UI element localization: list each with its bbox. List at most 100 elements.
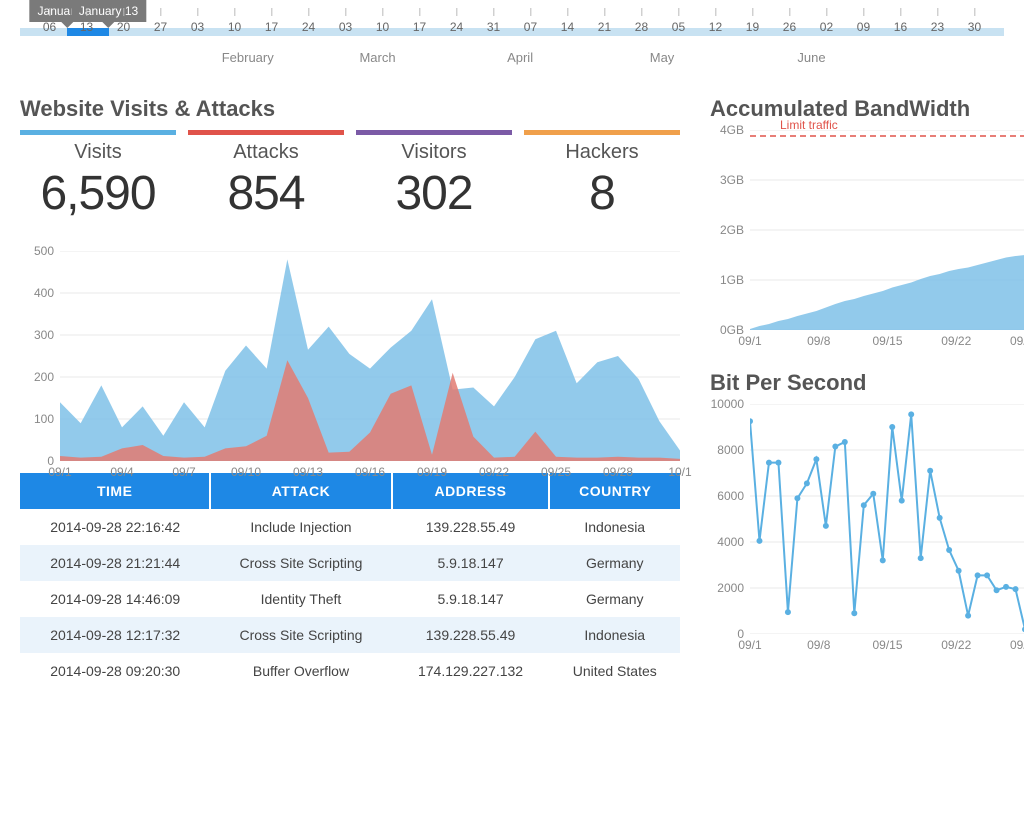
timeline-day: 03 — [339, 20, 352, 34]
y-tick: 500 — [34, 244, 60, 258]
x-tick: 09/22 — [479, 461, 509, 479]
y-tick: 6000 — [717, 489, 750, 503]
stat-visitors: Visitors302 — [356, 130, 512, 221]
area-visits — [60, 259, 680, 461]
cell: United States — [549, 653, 680, 689]
timeline-day: 20 — [117, 20, 130, 34]
cell: Cross Site Scripting — [210, 545, 391, 581]
y-tick: 2000 — [717, 581, 750, 595]
x-tick: 09/15 — [872, 330, 902, 348]
table-row: 2014-09-28 22:16:42Include Injection139.… — [20, 509, 680, 545]
x-tick: 09/29 — [1010, 634, 1024, 652]
cell: Indonesia — [549, 617, 680, 653]
y-tick: 2GB — [720, 223, 750, 237]
y-tick: 1GB — [720, 273, 750, 287]
x-tick: 09/1 — [48, 461, 71, 479]
timeline-day: 26 — [783, 20, 796, 34]
timeline-day: 10 — [376, 20, 389, 34]
stat-attacks: Attacks854 — [188, 130, 344, 221]
timeline-day: 31 — [487, 20, 500, 34]
timeline-day: 24 — [302, 20, 315, 34]
bps-section: Bit Per Second 020004000600080001000009/… — [710, 370, 1020, 634]
y-tick: 100 — [34, 412, 60, 426]
timeline-day: 03 — [191, 20, 204, 34]
cell: 2014-09-28 14:46:09 — [20, 581, 210, 617]
cell: Germany — [549, 545, 680, 581]
timeline-month: February — [222, 50, 274, 65]
table-row: 2014-09-28 14:46:09Identity Theft5.9.18.… — [20, 581, 680, 617]
x-tick: 09/28 — [603, 461, 633, 479]
x-tick: 09/22 — [941, 634, 971, 652]
x-tick: 09/7 — [172, 461, 195, 479]
timeline-handle-end[interactable]: January 13 — [71, 0, 146, 22]
cell: 139.228.55.49 — [392, 509, 550, 545]
cell: Indonesia — [549, 509, 680, 545]
x-tick: 09/4 — [110, 461, 133, 479]
stat-value: 302 — [356, 166, 512, 221]
cell: Include Injection — [210, 509, 391, 545]
timeline-day: 17 — [413, 20, 426, 34]
timeline-day: 23 — [931, 20, 944, 34]
timeline-day: 13 — [80, 20, 93, 34]
table-row: 2014-09-28 21:21:44Cross Site Scripting5… — [20, 545, 680, 581]
cell: 2014-09-28 09:20:30 — [20, 653, 210, 689]
x-tick: 09/8 — [807, 634, 830, 652]
cell: 2014-09-28 21:21:44 — [20, 545, 210, 581]
cell: Germany — [549, 581, 680, 617]
cell: Identity Theft — [210, 581, 391, 617]
timeline[interactable]: January 06 January 13 061320270310172403… — [20, 0, 1004, 36]
table-row: 2014-09-28 12:17:32Cross Site Scripting1… — [20, 617, 680, 653]
timeline-day: 02 — [820, 20, 833, 34]
y-tick: 10000 — [711, 397, 750, 411]
cell: 5.9.18.147 — [392, 545, 550, 581]
cell: 2014-09-28 22:16:42 — [20, 509, 210, 545]
y-tick: 200 — [34, 370, 60, 384]
bandwidth-section: Accumulated BandWidth 0GB1GB2GB3GB4GB09/… — [710, 96, 1020, 330]
x-tick: 09/16 — [355, 461, 385, 479]
cell: Cross Site Scripting — [210, 617, 391, 653]
timeline-day: 10 — [228, 20, 241, 34]
timeline-month: May — [650, 50, 675, 65]
timeline-day-labels: 0613202703101724031017243107142128051219… — [20, 20, 1004, 40]
stat-hackers: Hackers8 — [524, 130, 680, 221]
cell: 2014-09-28 12:17:32 — [20, 617, 210, 653]
visits-attacks-chart: 010020030040050009/109/409/709/1009/1309… — [60, 251, 680, 461]
stat-label: Visitors — [356, 141, 512, 164]
timeline-day: 05 — [672, 20, 685, 34]
x-tick: 09/25 — [541, 461, 571, 479]
stat-label: Visits — [20, 141, 176, 164]
stat-value: 854 — [188, 166, 344, 221]
y-tick: 4GB — [720, 123, 750, 137]
y-tick: 300 — [34, 328, 60, 342]
cell: 174.129.227.132 — [392, 653, 550, 689]
timeline-month: April — [507, 50, 533, 65]
x-tick: 10/1 — [668, 461, 691, 479]
stat-label: Attacks — [188, 141, 344, 164]
stats-row: Visits6,590Attacks854Visitors302Hackers8 — [20, 130, 680, 221]
timeline-day: 07 — [524, 20, 537, 34]
stat-value: 8 — [524, 166, 680, 221]
bandwidth-chart: 0GB1GB2GB3GB4GB09/109/809/1509/2209/29Li… — [750, 130, 1020, 330]
col-address: ADDRESS — [392, 473, 550, 509]
y-tick: 4000 — [717, 535, 750, 549]
x-tick: 09/10 — [231, 461, 261, 479]
timeline-day: 06 — [43, 20, 56, 34]
table-row: 2014-09-28 09:20:30Buffer Overflow174.12… — [20, 653, 680, 689]
timeline-day: 17 — [265, 20, 278, 34]
bps-title: Bit Per Second — [710, 370, 1020, 396]
timeline-day: 28 — [635, 20, 648, 34]
x-tick: 09/1 — [738, 330, 761, 348]
timeline-day: 30 — [968, 20, 981, 34]
timeline-month-labels: FebruaryMarchAprilMayJune — [20, 50, 1004, 70]
x-tick: 09/19 — [417, 461, 447, 479]
x-tick: 09/13 — [293, 461, 323, 479]
stat-value: 6,590 — [20, 166, 176, 221]
cell: 139.228.55.49 — [392, 617, 550, 653]
limit-traffic-label: Limit traffic — [780, 118, 838, 132]
x-tick: 09/15 — [872, 634, 902, 652]
y-tick: 8000 — [717, 443, 750, 457]
x-tick: 09/29 — [1010, 330, 1024, 348]
cell: Buffer Overflow — [210, 653, 391, 689]
timeline-day: 27 — [154, 20, 167, 34]
timeline-month: June — [797, 50, 825, 65]
